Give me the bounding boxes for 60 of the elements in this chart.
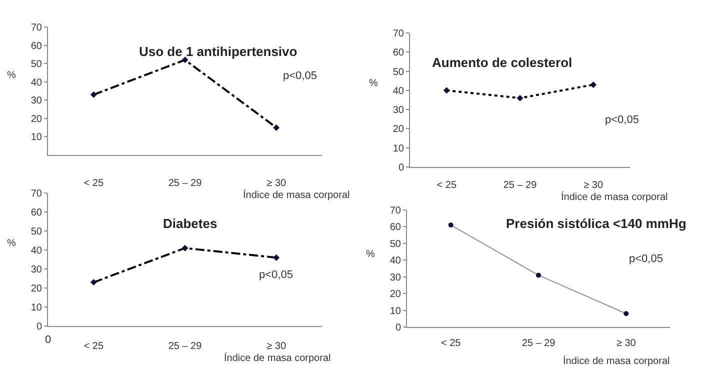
x-axis-title: Índice de masa corporal	[243, 189, 350, 201]
y-tick-label: 0	[398, 162, 404, 174]
y-tick-label: 0	[36, 322, 42, 332]
x-axis-title: Índice de masa corporal	[561, 191, 668, 203]
x-tick-label: ≥ 30	[266, 341, 286, 352]
y-tick-label: 40	[390, 256, 402, 267]
y-tick-label: 40	[392, 86, 404, 97]
x-tick-label: ≥ 30	[584, 180, 604, 191]
y-axis-title: %	[7, 70, 16, 81]
x-tick-label: < 25	[84, 178, 104, 189]
y-tick-label: 30	[30, 264, 42, 276]
x-tick-label: 25 – 29	[168, 178, 202, 189]
x-tick-label: ≥ 30	[266, 178, 286, 189]
y-tick-label: 40	[30, 246, 42, 256]
annotation: p<0,05	[629, 253, 663, 265]
y-tick-label: 60	[30, 208, 42, 218]
annotation: p<0,05	[605, 114, 639, 126]
annotation: p<0,05	[283, 70, 317, 82]
y-tick-label: 0	[395, 322, 402, 334]
y-tick-label: 70	[392, 28, 404, 40]
text: Uso de 1 antihipertensivo	[139, 44, 298, 59]
y-tick-label: 70	[390, 206, 402, 216]
text: Aumento de colesterol	[432, 55, 572, 70]
x-tick-label: < 25	[436, 180, 457, 191]
y-tick-label: 20	[392, 124, 404, 136]
text: Diabetes	[163, 216, 218, 231]
y-tick-label: 50	[390, 238, 402, 250]
y-tick-label: 30	[392, 105, 404, 116]
x-tick-label: ≥ 30	[616, 338, 636, 349]
x-axis-title: Índice de masa corporal	[563, 355, 670, 367]
y-tick-label: 20	[30, 114, 42, 125]
x-tick-label: 25 – 29	[168, 341, 202, 352]
y-axis-title: %	[369, 78, 378, 89]
x-axis-title: Índice de masa corporal	[224, 352, 331, 364]
y-tick-label: 70	[30, 22, 42, 34]
y-tick-label: 40	[30, 77, 42, 88]
y-tick-label: 30	[30, 96, 42, 107]
y-tick-label: 60	[390, 222, 402, 234]
y-tick-label: 10	[390, 306, 402, 317]
annotation: p<0,05	[259, 269, 293, 281]
x-tick-label: 25 – 29	[503, 180, 538, 191]
y-tick-label: 50	[30, 226, 42, 238]
y-tick-label: 10	[30, 132, 42, 144]
y-tick-label: 50	[30, 59, 42, 70]
x-tick-label: 25 – 29	[522, 338, 556, 349]
y-axis-title: %	[7, 238, 16, 249]
y-tick-label: 60	[392, 48, 404, 59]
y-tick-label: 10	[392, 143, 404, 154]
text: Presión sistólica <140 mmHg	[506, 216, 686, 231]
x-tick-label: < 25	[84, 341, 104, 352]
x-tick-label: < 25	[440, 338, 462, 349]
y-tick-label: 60	[30, 40, 42, 52]
y-tick-label: 20	[390, 289, 402, 300]
y-tick-label: 50	[392, 66, 404, 78]
text: 0	[45, 334, 52, 346]
y-tick-label: 70	[30, 188, 42, 200]
y-tick-label: 30	[390, 272, 402, 284]
y-tick-label: 20	[30, 284, 42, 294]
y-tick-label: 10	[30, 302, 42, 314]
y-axis-title: %	[366, 249, 375, 260]
